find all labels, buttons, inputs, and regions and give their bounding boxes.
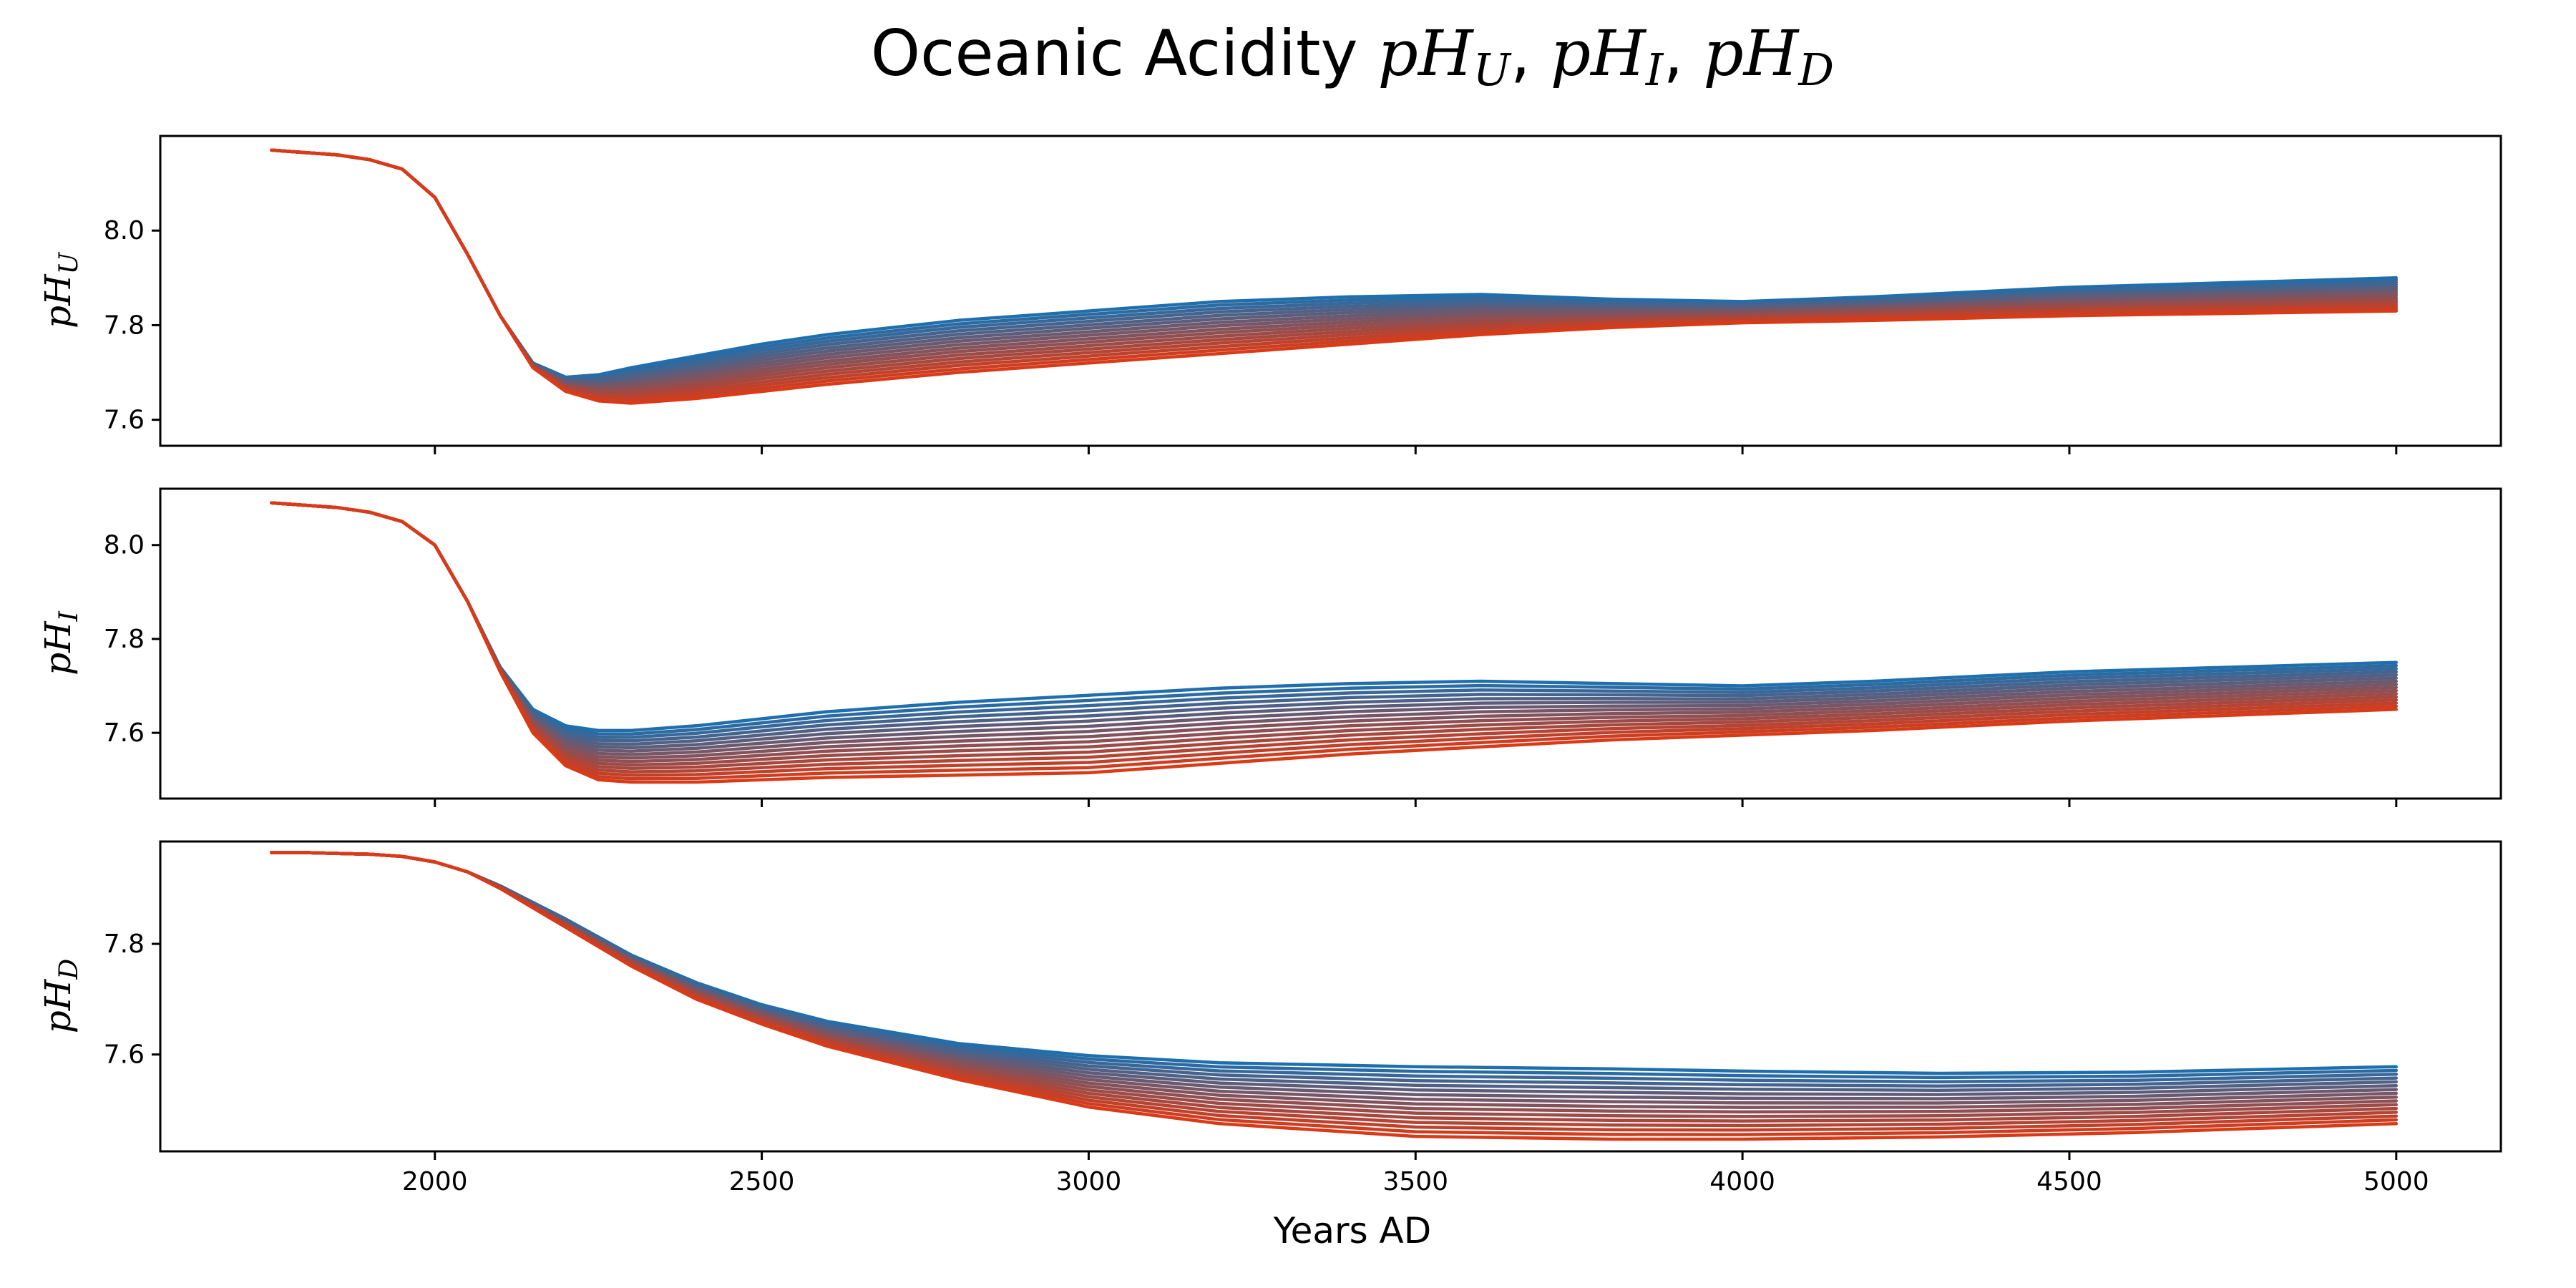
- title-sub-d: D: [1797, 44, 1834, 96]
- series-line: [270, 148, 2399, 392]
- series-line: [270, 851, 2399, 1088]
- y-tick-label: 7.8: [104, 625, 145, 654]
- y-axis-label: pHD: [37, 959, 84, 1034]
- x-ticks: [434, 446, 2398, 454]
- chart-title: Oceanic Acidity pHU, pHI, pHD: [871, 16, 1834, 96]
- series-line: [270, 851, 2399, 1092]
- x-tick-label: 3500: [1382, 1167, 1448, 1196]
- axes-frame: [159, 487, 2502, 800]
- series-line: [270, 148, 2399, 386]
- series-group: [270, 501, 2399, 784]
- title-ph-d: pH: [1703, 16, 1800, 90]
- series-line: [270, 148, 2399, 394]
- title-ph-i: pH: [1551, 16, 1647, 90]
- series-line: [270, 148, 2399, 387]
- x-tick-label: 4000: [1709, 1167, 1775, 1196]
- y-ticks: 7.6 7.8 8.0: [104, 216, 160, 435]
- y-tick-label: 8.0: [104, 531, 145, 560]
- title-sub-i: I: [1645, 44, 1664, 96]
- title-comma-1: ,: [1511, 16, 1551, 90]
- x-ticks: 2000 2500 3000 3500 4000 4500 5000: [402, 1151, 2429, 1196]
- panel-ph-upper: 7.6 7.8 8.0 pHU: [37, 135, 2502, 454]
- series-line: [270, 851, 2399, 1096]
- series-line: [270, 148, 2399, 396]
- series-line: [270, 148, 2399, 384]
- series-line: [270, 148, 2399, 405]
- panel-ph-intermediate: 7.6 7.8 8.0 pHI: [37, 487, 2502, 807]
- x-tick-label: 2500: [729, 1167, 795, 1196]
- y-tick-label: 7.6: [104, 406, 145, 435]
- y-tick-label: 7.6: [104, 718, 145, 748]
- x-axis-label: Years AD: [1273, 1210, 1432, 1252]
- series-line: [270, 851, 2399, 1101]
- title-comma-2: ,: [1663, 16, 1703, 90]
- series-line: [270, 851, 2399, 1141]
- svg-text:Oceanic Acidity pHU, pHI, pHD: Oceanic Acidity pHU, pHI, pHD: [871, 16, 1834, 96]
- axes-frame: [159, 840, 2502, 1153]
- series-line: [270, 501, 2399, 784]
- chart-title-prefix: Oceanic Acidity: [871, 16, 1378, 90]
- x-tick-label: 3000: [1056, 1167, 1122, 1196]
- y-tick-label: 8.0: [104, 216, 145, 245]
- y-axis-label: pHU: [37, 251, 84, 328]
- series-line: [270, 148, 2399, 389]
- series-line: [270, 148, 2399, 401]
- series-line: [270, 148, 2399, 398]
- series-group: [270, 851, 2399, 1141]
- panel-ph-deep: 7.6 7.8 2000 2500 3000 3500 4000 4500 5000 pHD: [37, 840, 2502, 1196]
- series-line: [270, 851, 2399, 1080]
- y-tick-label: 7.8: [104, 311, 145, 340]
- series-group: [270, 148, 2399, 405]
- y-tick-label: 7.8: [104, 930, 145, 959]
- x-tick-label: 5000: [2363, 1167, 2429, 1196]
- x-ticks: [434, 799, 2398, 807]
- x-tick-label: 2000: [402, 1167, 468, 1196]
- y-ticks: 7.6 7.8: [104, 930, 160, 1070]
- series-line: [270, 851, 2399, 1084]
- series-line: [270, 148, 2399, 403]
- y-axis-label: pHI: [37, 610, 84, 675]
- y-tick-label: 7.6: [104, 1040, 145, 1070]
- title-ph-u: pH: [1378, 16, 1475, 90]
- title-sub-u: U: [1473, 44, 1512, 96]
- x-tick-label: 4500: [2036, 1167, 2102, 1196]
- series-line: [270, 851, 2399, 1075]
- y-ticks: 7.6 7.8 8.0: [104, 531, 160, 748]
- axes-frame: [159, 135, 2502, 447]
- series-line: [270, 148, 2399, 391]
